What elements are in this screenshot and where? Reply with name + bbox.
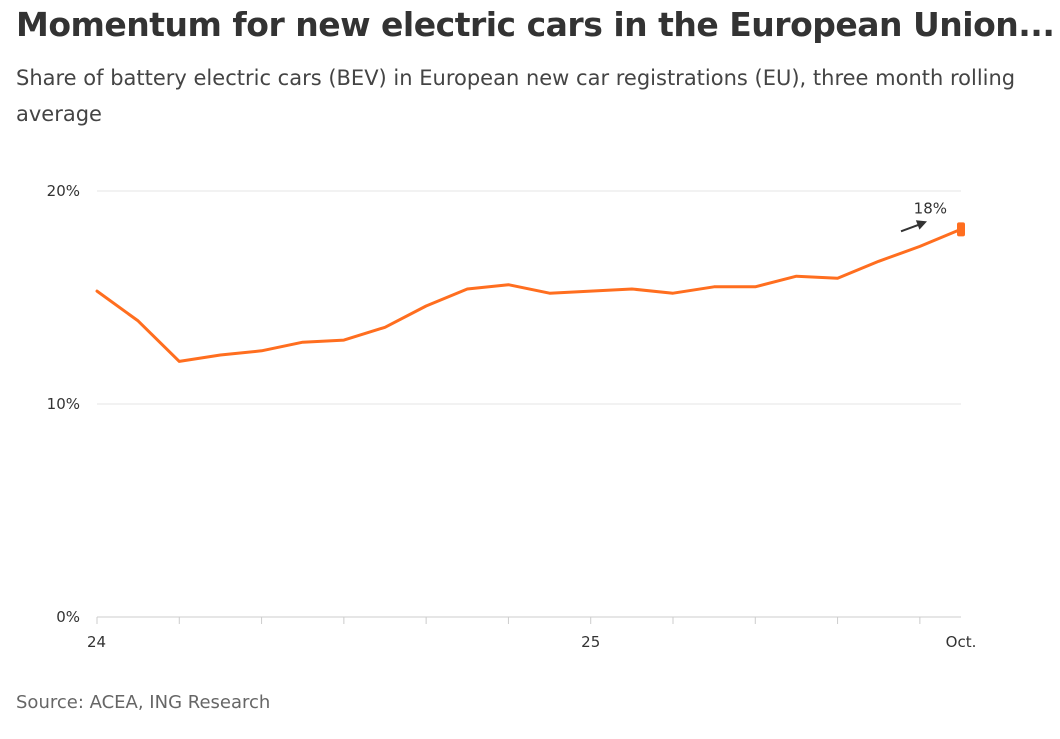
annotation-arrow-head (915, 220, 927, 230)
source-note: Source: ACEA, ING Research (16, 692, 271, 713)
annotation-group: 18% (900, 199, 947, 233)
x-tick-label: 24 (87, 633, 106, 651)
y-tick-label: 0% (56, 608, 80, 626)
data-label-last: 18% (914, 199, 947, 217)
gridlines (97, 190, 961, 405)
y-tick-label: 10% (47, 395, 80, 413)
x-axis: 24 25 Oct. (87, 616, 977, 651)
series-end-marker (957, 222, 965, 237)
y-tick-label: 20% (47, 182, 80, 200)
x-tick-label: 25 (581, 633, 600, 651)
x-tick-label: Oct. (946, 633, 977, 651)
series-line (95, 227, 963, 363)
y-axis-labels: 0% 10% 20% (47, 182, 80, 626)
series-group (95, 222, 965, 363)
chart-subtitle: Share of battery electric cars (BEV) in … (16, 66, 1016, 126)
line-chart: 0% 10% 20% 24 25 Oct. 18% (47, 182, 977, 651)
chart-title: Momentum for new electric cars in the Eu… (16, 5, 1055, 44)
